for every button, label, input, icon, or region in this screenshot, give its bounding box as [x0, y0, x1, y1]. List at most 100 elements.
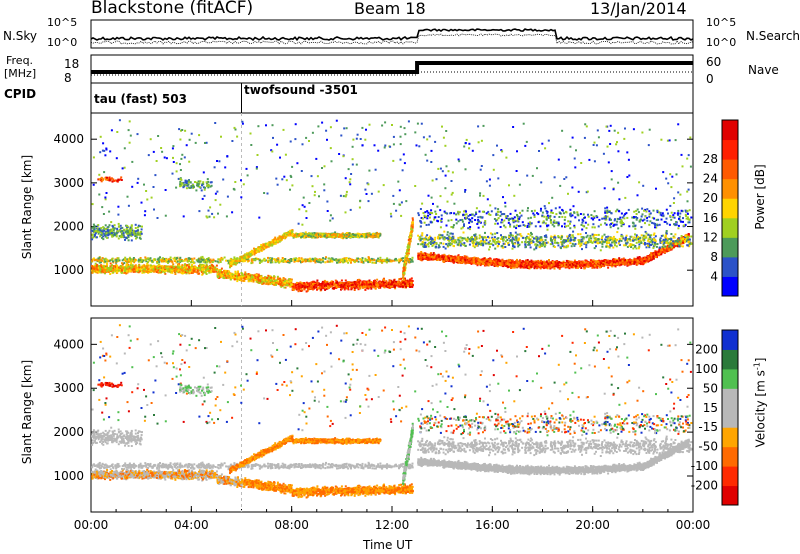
power-cell: [123, 272, 126, 274]
power-cell: [301, 261, 304, 263]
power-cell: [232, 263, 235, 266]
power-cell: [314, 261, 317, 264]
power-cell: [163, 260, 166, 263]
power-cell: [323, 279, 326, 282]
power-cell: [367, 280, 369, 283]
power-cell: [240, 275, 243, 278]
power-cell: [577, 190, 580, 193]
power-cell: [457, 158, 460, 161]
power-cell: [312, 259, 315, 262]
power-cell: [426, 217, 429, 220]
power-cell: [571, 186, 574, 189]
power-cell: [229, 261, 232, 264]
power-cell: [343, 283, 346, 286]
power-cell: [334, 235, 337, 238]
power-cell: [226, 259, 229, 262]
power-cell: [304, 260, 307, 263]
power-cell: [277, 257, 280, 260]
power-cell: [247, 274, 250, 277]
power-cell: [234, 271, 237, 274]
power-cell: [398, 285, 401, 288]
power-cell: [150, 259, 153, 262]
power-cell: [216, 160, 218, 162]
power-cell: [384, 258, 387, 261]
power-cell: [261, 259, 264, 262]
power-cell: [245, 255, 248, 258]
power-cell: [167, 267, 170, 270]
power-cell: [268, 259, 271, 262]
power-cell: [281, 257, 284, 259]
power-cell: [356, 279, 359, 281]
power-cell: [288, 278, 291, 281]
power-cell: [359, 283, 362, 286]
power-cell: [283, 236, 285, 239]
power-cell: [272, 239, 275, 242]
power-cell: [98, 256, 101, 259]
power-cell: [185, 269, 188, 272]
cpid-label: CPID: [4, 87, 36, 101]
power-cell: [402, 153, 405, 156]
power-cell: [479, 168, 482, 171]
power-cell: [263, 247, 266, 250]
power-cell: [286, 282, 289, 285]
power-cell: [323, 232, 326, 235]
power-cell: [307, 288, 310, 291]
power-cell: [262, 282, 265, 285]
power-cell: [325, 235, 328, 238]
power-cell: [624, 196, 627, 199]
power-cell: [297, 257, 300, 260]
power-cell: [189, 265, 192, 268]
power-cell: [249, 252, 252, 255]
power-cell: [245, 167, 248, 170]
power-cell: [142, 266, 145, 269]
power-cell: [231, 259, 234, 262]
power-cell: [687, 154, 690, 157]
power-cell: [379, 285, 382, 288]
power-cell: [272, 282, 275, 285]
power-cell: [414, 131, 417, 134]
power-cell: [266, 242, 269, 245]
power-cell: [101, 257, 104, 260]
power-cell: [235, 275, 238, 277]
power-cell: [91, 203, 94, 206]
power-cell: [158, 268, 161, 271]
power-cell: [250, 262, 253, 265]
power-cell: [121, 259, 124, 262]
power-cell: [94, 259, 97, 262]
power-cell: [188, 160, 191, 163]
power-cell: [400, 280, 403, 283]
power-cell: [275, 260, 278, 263]
power-cell: [155, 160, 158, 162]
power-cell: [355, 259, 358, 262]
power-cell: [239, 260, 242, 262]
power-cell: [320, 258, 323, 261]
power-cell: [345, 127, 348, 130]
power-cell: [317, 125, 320, 128]
power-cell: [292, 232, 295, 235]
power-cell: [238, 261, 241, 264]
power-cell: [92, 183, 95, 186]
power-cell: [372, 234, 375, 237]
power-cell: [181, 264, 184, 267]
power-cell: [250, 259, 253, 262]
power-cell: [257, 125, 260, 128]
power-cell: [112, 269, 115, 272]
power-cell: [158, 258, 161, 261]
power-cell: [156, 267, 159, 270]
power-cell: [450, 180, 453, 182]
power-cell: [124, 270, 126, 272]
power-cell: [164, 258, 167, 260]
power-cell: [91, 265, 94, 268]
power-cell: [376, 285, 379, 288]
power-cell: [648, 128, 651, 131]
power-cell: [143, 183, 145, 186]
power-cell: [286, 259, 289, 262]
power-cell: [256, 154, 259, 156]
power-cell: [320, 288, 323, 291]
power-cell: [298, 208, 301, 211]
power-cell: [327, 257, 330, 260]
power-cell: [326, 286, 329, 289]
power-cell: [395, 209, 398, 212]
power-cell: [276, 241, 279, 244]
power-cell: [366, 282, 369, 284]
